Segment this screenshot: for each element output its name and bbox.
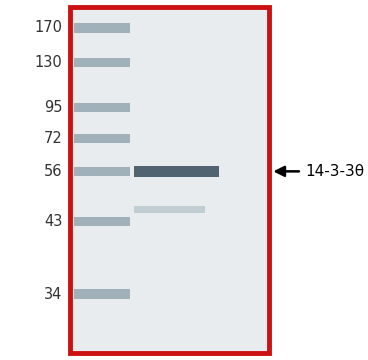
Text: 34: 34 — [44, 287, 63, 302]
Bar — [70, 7, 269, 353]
Bar — [134, 166, 219, 176]
Bar — [74, 103, 130, 112]
Bar — [74, 58, 130, 67]
Text: 43: 43 — [44, 214, 63, 229]
Text: 130: 130 — [35, 55, 63, 70]
Text: 72: 72 — [44, 131, 63, 146]
Bar — [70, 7, 269, 353]
Text: 170: 170 — [35, 21, 63, 35]
Bar — [74, 134, 130, 143]
Bar — [74, 289, 130, 299]
Bar — [74, 167, 130, 176]
Text: 14-3-3θ: 14-3-3θ — [305, 164, 365, 179]
Text: 56: 56 — [44, 164, 63, 179]
Bar — [74, 217, 130, 226]
Bar — [134, 206, 205, 213]
Text: 95: 95 — [44, 100, 63, 115]
Bar — [74, 23, 130, 33]
